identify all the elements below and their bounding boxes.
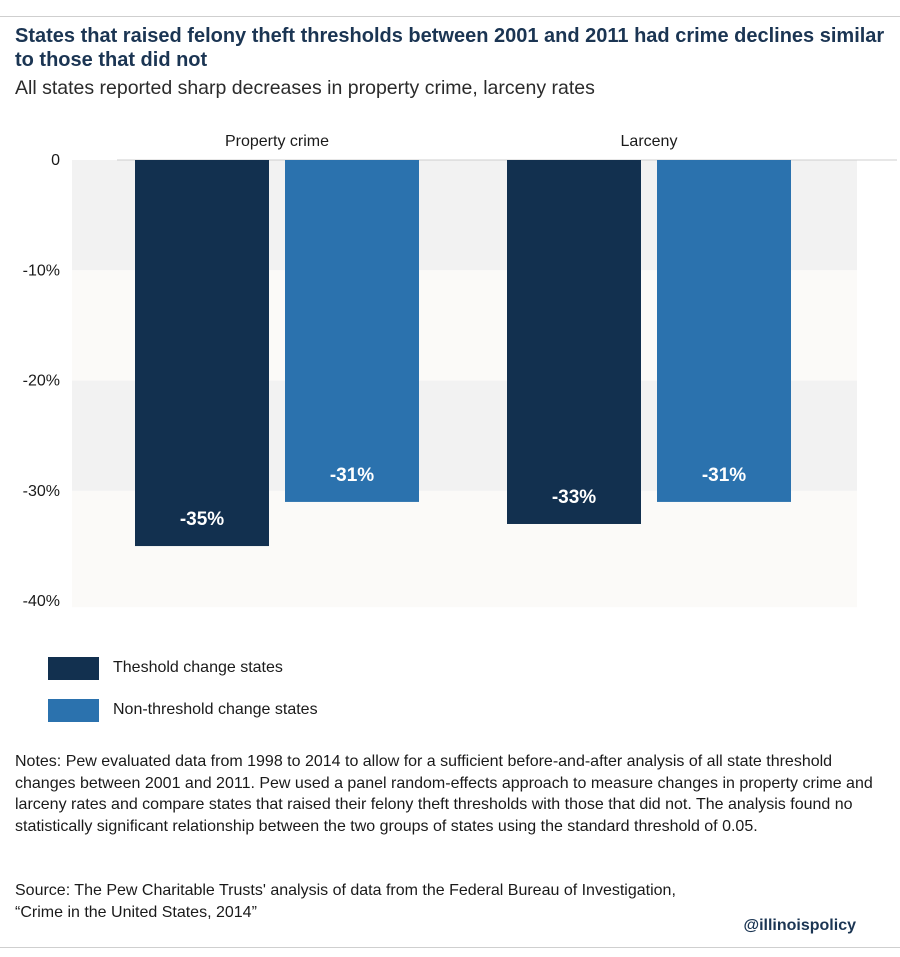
- source-text: Source: The Pew Charitable Trusts' analy…: [15, 880, 885, 923]
- bottom-divider: [0, 947, 900, 948]
- bar: [507, 160, 641, 524]
- source-line-1: Source: The Pew Charitable Trusts' analy…: [15, 882, 676, 899]
- legend-swatch-non-threshold: [48, 699, 99, 722]
- legend-label-non-threshold: Non-threshold change states: [113, 701, 318, 718]
- bar-value-label: -31%: [330, 465, 374, 486]
- y-tick-label: -30%: [23, 483, 60, 500]
- top-divider: [0, 16, 900, 17]
- bar-value-label: -31%: [702, 465, 746, 486]
- source-line-2: “Crime in the United States, 2014”: [15, 903, 257, 921]
- notes-text: Notes: Pew evaluated data from 1998 to 2…: [15, 753, 873, 835]
- y-tick-label: -10%: [23, 262, 60, 279]
- category-label: Larceny: [621, 133, 678, 150]
- bar-chart: 0 -10% -20% -30% -40% Property crime -35% -31% L…: [23, 133, 897, 610]
- y-tick-label: 0: [51, 152, 60, 169]
- social-handle: @illinoispolicy: [743, 917, 856, 934]
- y-tick-label: -20%: [23, 373, 60, 390]
- legend-swatch-threshold: [48, 657, 99, 680]
- bar: [135, 160, 269, 547]
- y-tick-label: -40%: [23, 593, 60, 610]
- category-label: Property crime: [225, 133, 329, 150]
- chart-title: States that raised felony theft threshol…: [15, 25, 885, 71]
- legend-label-threshold: Theshold change states: [113, 659, 283, 676]
- chart-subtitle: All states reported sharp decreases in p…: [15, 77, 595, 99]
- bar: [285, 160, 419, 502]
- bar: [657, 160, 791, 502]
- bar-value-label: -33%: [552, 487, 596, 508]
- bar-value-label: -35%: [180, 509, 224, 530]
